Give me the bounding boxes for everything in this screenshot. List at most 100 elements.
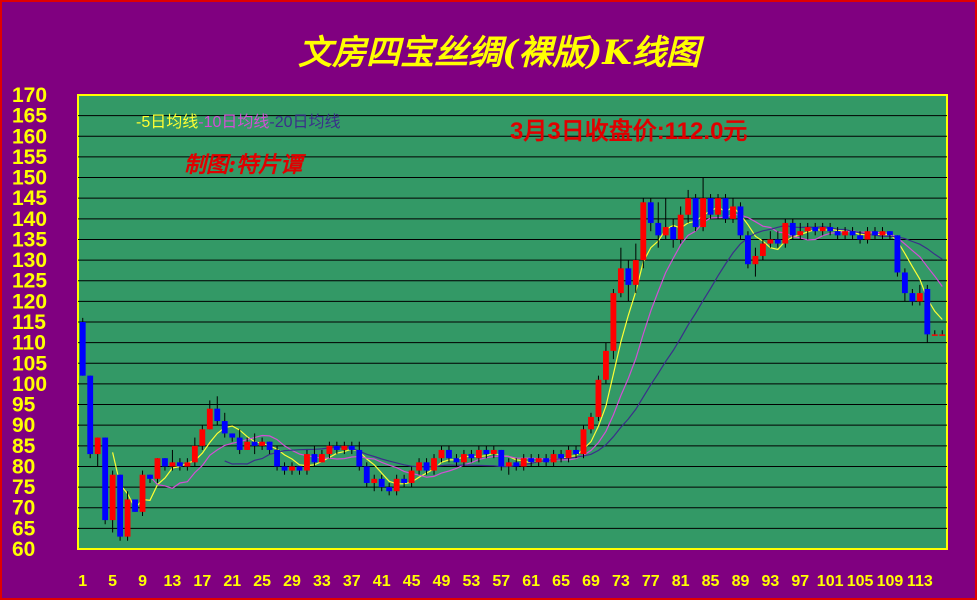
x-tick-label: 97 [791,573,809,590]
candle-down [647,202,654,223]
y-tick-label: 160 [12,125,47,148]
candle-up [393,478,400,492]
candle-down [901,272,908,294]
candle-up [184,462,191,467]
candle-down [625,268,632,285]
candle-down [423,462,430,471]
candle-up [842,231,849,236]
candle-up [259,441,266,446]
candle-down [692,198,699,228]
y-tick-label: 145 [12,187,47,210]
y-tick-label: 110 [12,332,46,355]
candle-down [311,454,318,463]
candles [79,177,946,541]
candle-down [102,437,109,521]
x-tick-label: 109 [877,573,904,590]
x-tick-label: 1 [78,573,87,590]
candle-up [416,462,422,471]
candle-down [528,458,535,463]
candle-down [558,454,564,459]
y-tick-label: 120 [12,290,47,313]
candle-up [206,408,213,430]
x-tick-label: 21 [223,573,241,590]
y-tick-label: 130 [12,249,47,272]
x-tick-label: 41 [373,573,391,590]
candle-down [333,445,340,450]
candle-up [730,206,736,219]
x-tick-label: 29 [283,573,301,590]
x-tick-label: 77 [642,573,660,590]
candle-up [304,454,310,471]
y-tick-label: 165 [12,105,47,128]
candle-down [924,288,931,335]
candle-up [662,227,669,236]
x-tick-label: 89 [732,573,750,590]
y-tick-label: 125 [12,270,47,293]
candle-up [199,429,206,446]
legend-item-ma10: -10日均线 [198,113,269,131]
svg-text:-5日均线-10日均线-20日均线: -5日均线-10日均线-20日均线 [136,113,341,131]
y-tick-label: 65 [12,517,36,540]
y-tick-label: 100 [12,373,47,396]
candle-up [139,474,146,512]
candle-down [251,441,258,446]
x-tick-label: 25 [253,573,271,590]
y-tick-label: 115 [12,311,46,334]
candle-up [326,445,333,455]
candle-down [827,227,834,232]
candle-up [191,445,198,463]
candle-up [595,379,602,417]
y-axis-ticks: 6065707580859095100105110115120125130135… [12,84,47,561]
x-tick-label: 61 [522,573,540,590]
candle-down [834,231,841,236]
candle-up [819,227,826,232]
y-tick-label: 150 [12,167,47,190]
candle-up [341,445,348,450]
candle-up [804,227,811,232]
candle-down [498,449,505,467]
candle-down [513,462,520,467]
x-tick-label: 37 [343,573,361,590]
y-tick-label: 75 [12,476,36,499]
candle-up [535,458,542,463]
x-tick-label: 13 [164,573,182,590]
candle-up [438,449,445,459]
candle-up [565,449,572,459]
y-tick-label: 70 [12,497,35,520]
x-tick-label: 105 [847,573,874,590]
y-tick-label: 135 [12,228,47,251]
candle-up [550,454,557,463]
candle-down [468,454,475,459]
candle-up [408,470,415,483]
x-tick-label: 17 [193,573,211,590]
grid-lines [78,115,947,529]
y-tick-label: 95 [12,394,36,417]
candle-up [700,198,707,228]
candle-down [386,487,393,492]
candle-down [909,293,916,302]
candle-down [348,445,355,450]
candle-down [147,474,153,479]
candle-up [879,231,886,236]
candle-up [154,458,161,479]
candle-up [767,239,774,244]
candle-down [543,458,550,463]
candle-up [752,255,759,265]
candle-up [715,198,721,215]
candle-down [670,227,677,240]
candle-up [580,429,587,455]
x-tick-label: 45 [403,573,421,590]
candle-down [894,235,901,273]
y-tick-label: 60 [12,538,35,561]
x-tick-label: 81 [672,573,690,590]
candle-down [483,449,490,455]
closing-price-annotation: 3月3日收盘价:112.0元 [510,117,747,145]
x-tick-label: 9 [138,573,147,590]
candle-up [617,268,624,294]
y-tick-label: 85 [12,435,36,458]
candle-down [857,235,863,240]
candle-up [461,454,467,463]
candle-down [745,235,751,265]
candle-up [939,334,946,336]
candle-up [94,437,101,455]
